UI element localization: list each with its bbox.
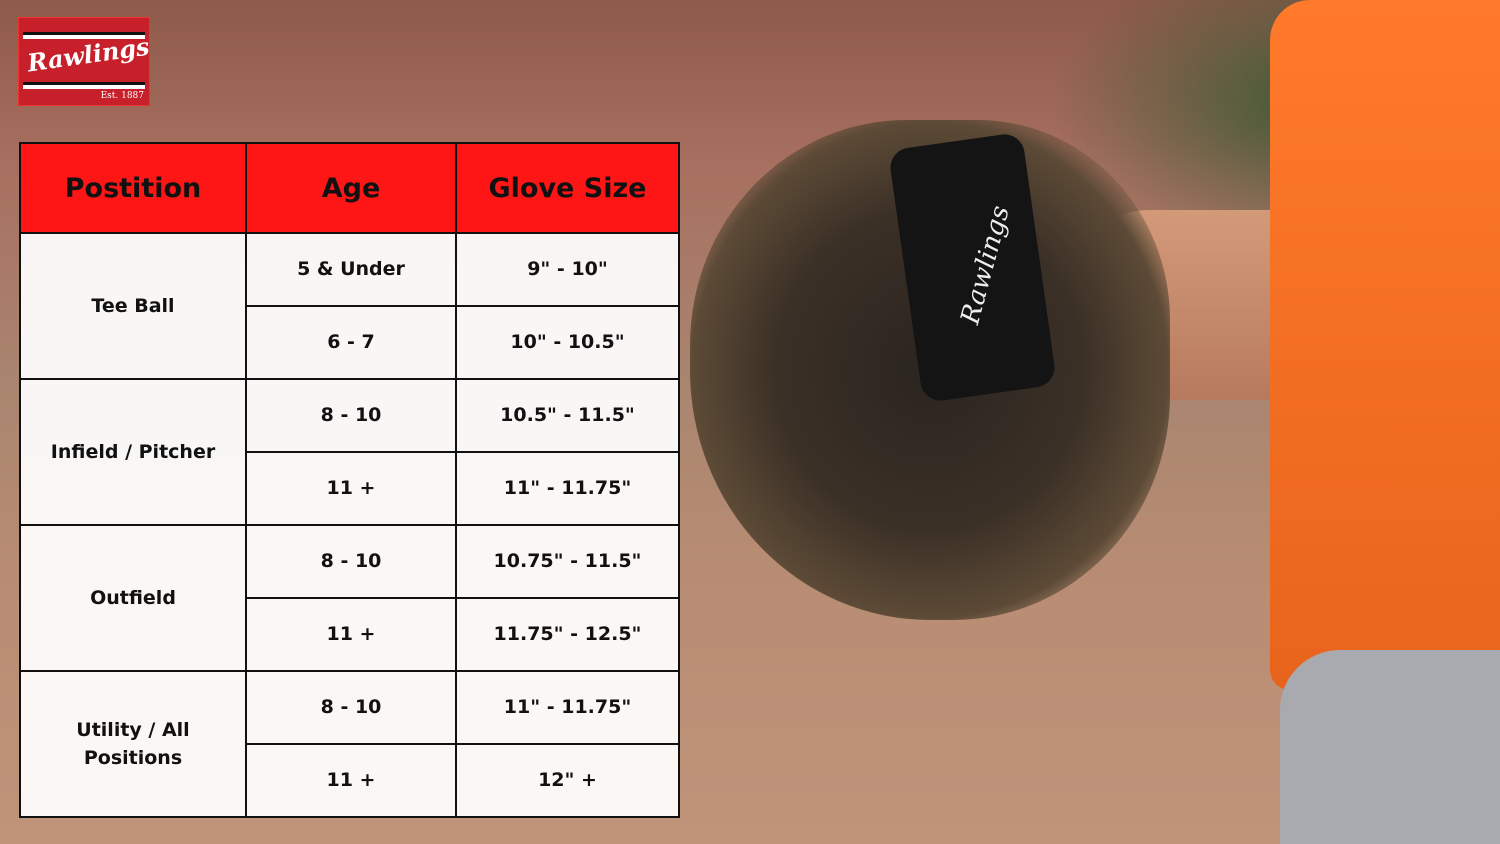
- glove-size-cell: 11.75" - 12.5": [455, 597, 680, 672]
- glove-size-cell: 11" - 11.75": [455, 670, 680, 745]
- table-row: 11 +11" - 11.75": [20, 451, 680, 526]
- logo-stripe: [23, 82, 145, 89]
- header-position: Postition: [19, 142, 247, 234]
- glove-size-cell: 12" +: [455, 743, 680, 818]
- age-cell: 5 & Under: [245, 232, 457, 307]
- glove-size-cell: 10" - 10.5": [455, 305, 680, 380]
- position-cell: Utility / All Positions: [19, 670, 247, 818]
- table-row: 11 +11.75" - 12.5": [20, 597, 680, 672]
- rawlings-logo: Rawlings Est. 1887: [18, 17, 151, 106]
- table-row: Outfield 8 - 10 10.75" - 11.5": [19, 524, 680, 672]
- glove-size-cell: 11" - 11.75": [455, 451, 680, 526]
- table-row: 6 - 7 10" - 10.5": [20, 305, 680, 380]
- header-age: Age: [245, 142, 457, 234]
- table-row: Utility / All Positions 8 - 10 11" - 11.75…: [19, 670, 680, 818]
- age-cell: 6 - 7: [245, 305, 457, 380]
- age-cell: 11 +: [245, 451, 457, 526]
- glove-size-table: Postition Age Glove Size Tee Ball 5 & Und…: [19, 142, 680, 818]
- logo-stripe: [23, 32, 145, 39]
- logo-est: Est. 1887: [100, 91, 144, 101]
- position-cell: Tee Ball: [19, 232, 247, 380]
- age-cell: 11 +: [245, 597, 457, 672]
- age-cell: 8 - 10: [245, 524, 457, 599]
- glove-size-cell: 9" - 10": [455, 232, 680, 307]
- age-cell: 11 +: [245, 743, 457, 818]
- age-cell: 8 - 10: [245, 670, 457, 745]
- age-cell: 8 - 10: [245, 378, 457, 453]
- table-header-row: Postition Age Glove Size: [19, 142, 680, 234]
- position-cell: Outfield: [19, 524, 247, 672]
- header-glove-size: Glove Size: [455, 142, 680, 234]
- table-row: 11 +12" +: [20, 743, 680, 818]
- background-jersey: [1270, 0, 1500, 690]
- position-cell: Infield / Pitcher: [19, 378, 247, 526]
- glove-size-cell: 10.75" - 11.5": [455, 524, 680, 599]
- glove-size-cell: 10.5" - 11.5": [455, 378, 680, 453]
- table-row: Tee Ball 5 & Under 9" - 10": [19, 232, 680, 380]
- background-pants: [1280, 650, 1500, 844]
- table-row: Infield / Pitcher 8 - 10 10.5" - 11.5": [19, 378, 680, 526]
